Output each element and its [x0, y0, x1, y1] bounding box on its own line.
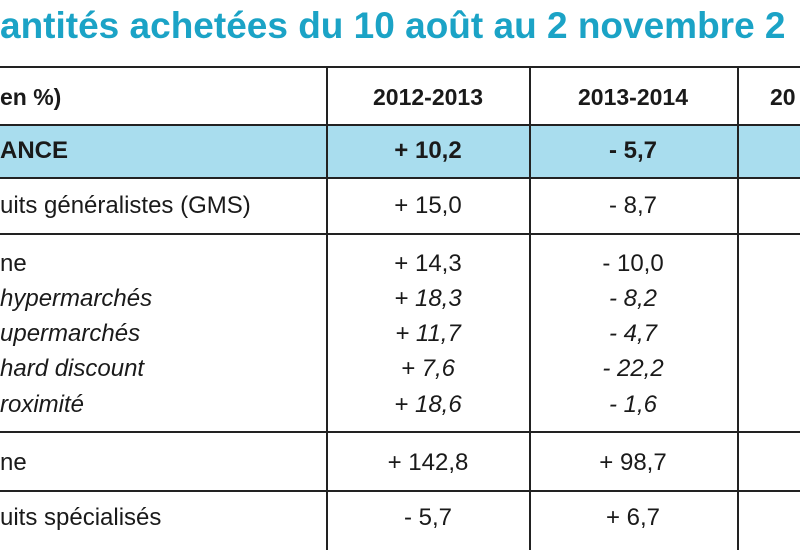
- row-label: ne: [0, 449, 27, 476]
- row-value-col1: + 10,2: [394, 137, 462, 164]
- row-value-col2: - 1,6: [608, 391, 658, 418]
- row-value-col2: - 10,0: [602, 250, 664, 277]
- row-value-col2: - 22,2: [602, 355, 664, 382]
- rule-gms-bottom: [0, 233, 800, 235]
- header-col-third: 20: [770, 84, 796, 110]
- rule-col1-left: [326, 66, 328, 550]
- rule-total-bottom: [0, 177, 800, 179]
- header-col-2012-2013: 2012-2013: [373, 84, 483, 110]
- row-value-col2: - 4,7: [608, 320, 658, 347]
- row-label: ANCE: [0, 137, 69, 164]
- row-value-col1: + 14,3: [394, 250, 462, 277]
- rule-top: [0, 66, 800, 68]
- row-value-col1: + 18,6: [394, 391, 462, 418]
- rule-header-bottom: [0, 124, 800, 126]
- row-label: roximité: [0, 391, 85, 418]
- row-label: hypermarchés: [0, 285, 153, 312]
- total-row-highlight: [0, 125, 800, 177]
- row-value-col2: + 98,7: [599, 449, 667, 476]
- rule-col2-left: [529, 66, 531, 550]
- row-label: hard discount: [0, 355, 145, 382]
- row-value-col1: - 5,7: [403, 504, 453, 531]
- row-label: uits généralistes (GMS): [0, 192, 251, 219]
- row-value-col1: + 142,8: [387, 449, 469, 476]
- row-value-col1: + 7,6: [400, 355, 456, 382]
- header-col-2013-2014: 2013-2014: [578, 84, 688, 110]
- row-value-col2: - 8,2: [608, 285, 658, 312]
- row-value-col2: - 8,7: [608, 192, 658, 219]
- row-value-col2: - 5,7: [608, 137, 658, 164]
- row-value-col1: + 18,3: [394, 285, 462, 312]
- header-unit-label: en %): [0, 84, 62, 110]
- row-label: upermarchés: [0, 320, 141, 347]
- row-value-col2: + 6,7: [605, 504, 661, 531]
- row-label: ne: [0, 250, 27, 277]
- row-value-col1: + 11,7: [395, 320, 461, 347]
- rule-col3-left: [737, 66, 739, 550]
- rule-online-bottom: [0, 490, 800, 492]
- rule-group-bottom: [0, 431, 800, 433]
- row-value-col1: + 15,0: [394, 192, 462, 219]
- table-title: antités achetées du 10 août au 2 novembr…: [0, 5, 786, 46]
- row-label: uits spécialisés: [0, 504, 162, 531]
